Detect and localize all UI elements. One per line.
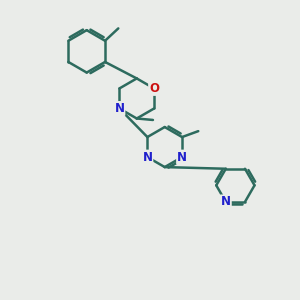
Text: N: N [221, 195, 231, 208]
Text: O: O [149, 82, 159, 95]
Text: N: N [142, 151, 152, 164]
Text: N: N [177, 151, 187, 164]
Text: N: N [114, 102, 124, 115]
